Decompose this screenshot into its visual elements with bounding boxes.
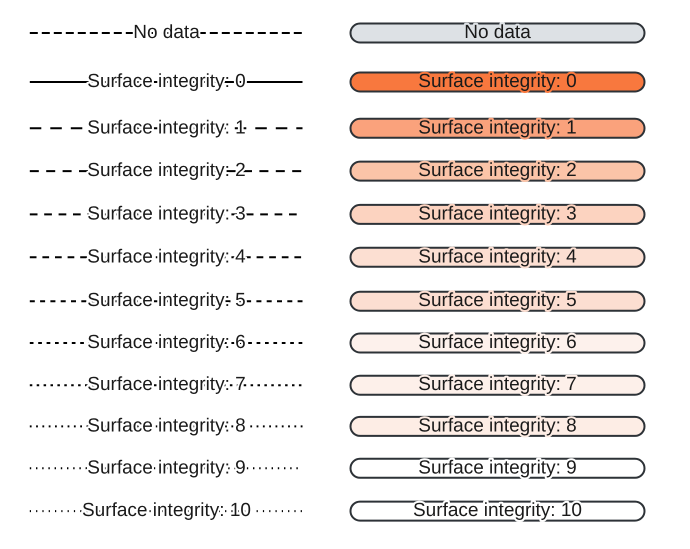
svg-text:Surface integrity: 1: Surface integrity: 1: [87, 117, 245, 138]
svg-text:No data: No data: [133, 22, 200, 43]
svg-text:Surface integrity: 6: Surface integrity: 6: [418, 332, 576, 353]
svg-text:Surface integrity: 7: Surface integrity: 7: [87, 374, 245, 395]
svg-text:Surface integrity: 4: Surface integrity: 4: [418, 246, 577, 267]
svg-text:Surface integrity: 5: Surface integrity: 5: [418, 290, 576, 311]
svg-text:Surface integrity: 10: Surface integrity: 10: [413, 500, 582, 521]
svg-text:Surface integrity: 1: Surface integrity: 1: [418, 117, 576, 138]
svg-text:Surface integrity: 5: Surface integrity: 5: [87, 290, 245, 311]
svg-text:Surface integrity: 10: Surface integrity: 10: [82, 500, 251, 521]
svg-text:No data: No data: [464, 22, 531, 43]
svg-text:Surface integrity: 3: Surface integrity: 3: [87, 203, 245, 224]
svg-text:Surface integrity: 2: Surface integrity: 2: [87, 160, 245, 181]
svg-text:Surface integrity: 9: Surface integrity: 9: [418, 457, 576, 478]
svg-text:Surface integrity: 8: Surface integrity: 8: [87, 415, 245, 436]
svg-text:Surface integrity: 0: Surface integrity: 0: [418, 71, 576, 92]
svg-text:Surface integrity: 2: Surface integrity: 2: [418, 160, 576, 181]
svg-text:Surface integrity: 8: Surface integrity: 8: [418, 415, 576, 436]
svg-text:Surface integrity: 4: Surface integrity: 4: [87, 246, 246, 267]
svg-text:Surface integrity: 3: Surface integrity: 3: [418, 203, 576, 224]
svg-text:Surface integrity: 7: Surface integrity: 7: [418, 374, 576, 395]
svg-text:Surface integrity: 0: Surface integrity: 0: [87, 71, 245, 92]
svg-text:Surface integrity: 9: Surface integrity: 9: [87, 457, 245, 478]
svg-text:Surface integrity: 6: Surface integrity: 6: [87, 332, 245, 353]
